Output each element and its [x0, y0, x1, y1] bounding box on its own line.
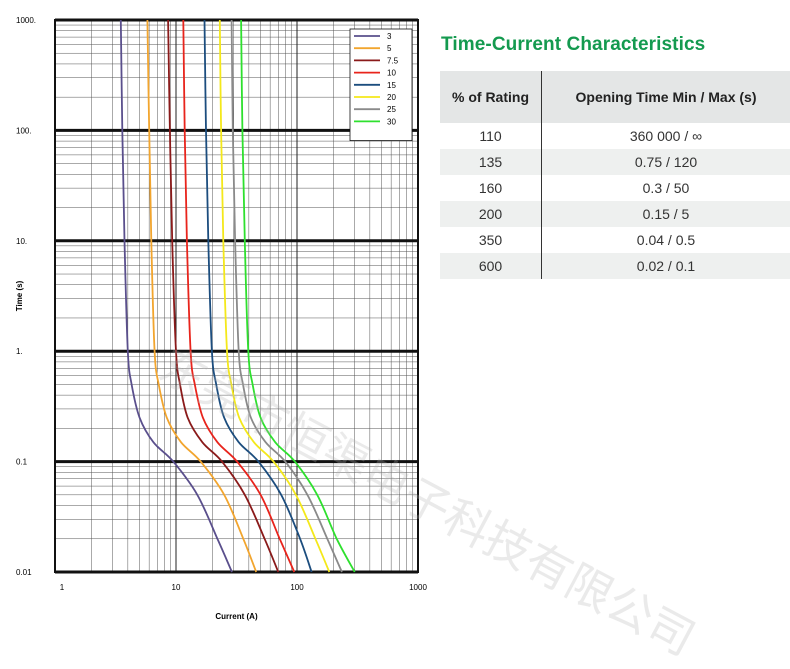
- x-tick-label: 1000: [409, 583, 427, 592]
- rating-cell: 200: [440, 201, 542, 227]
- y-axis-title: Time (s): [15, 280, 24, 311]
- header-rating: % of Rating: [440, 71, 542, 123]
- legend-label-7.5: 7.5: [387, 56, 399, 65]
- y-tick-label: 0.1: [16, 458, 28, 467]
- x-axis-title: Current (A): [215, 612, 258, 621]
- rating-cell: 350: [440, 227, 542, 253]
- opening-time-cell: 0.3 / 50: [542, 175, 790, 201]
- table-row: 160 0.3 / 50: [440, 175, 790, 201]
- table-row: 350 0.04 / 0.5: [440, 227, 790, 253]
- legend-label-30: 30: [387, 117, 396, 126]
- header-opening-time: Opening Time Min / Max (s): [542, 71, 790, 123]
- rating-cell: 160: [440, 175, 542, 201]
- legend-label-20: 20: [387, 93, 396, 102]
- table-row: 135 0.75 / 120: [440, 149, 790, 175]
- legend-label-10: 10: [387, 69, 396, 78]
- y-tick-label: 100.: [16, 126, 32, 135]
- series-line-5: [147, 20, 256, 572]
- time-current-chart: 1000. 100. 10. 1. 0.1 0.01 1 10 100 1000 Current (…: [0, 0, 440, 636]
- legend-label-3: 3: [387, 32, 392, 41]
- characteristics-table: % of Rating Opening Time Min / Max (s) 1…: [440, 71, 790, 279]
- table-header-row: % of Rating Opening Time Min / Max (s): [440, 71, 790, 123]
- legend-label-25: 25: [387, 105, 396, 114]
- x-tick-label: 10: [172, 583, 181, 592]
- table-title: Time-Current Characteristics: [441, 34, 705, 56]
- y-tick-label: 0.01: [16, 568, 32, 577]
- opening-time-cell: 0.02 / 0.1: [542, 253, 790, 279]
- opening-time-cell: 360 000 / ∞: [542, 123, 790, 149]
- x-tick-label: 100: [290, 583, 304, 592]
- series-line-25: [232, 20, 342, 572]
- opening-time-cell: 0.04 / 0.5: [542, 227, 790, 253]
- table-row: 200 0.15 / 5: [440, 201, 790, 227]
- rating-cell: 110: [440, 123, 542, 149]
- opening-time-cell: 0.15 / 5: [542, 201, 790, 227]
- table-row: 110 360 000 / ∞: [440, 123, 790, 149]
- opening-time-cell: 0.75 / 120: [542, 149, 790, 175]
- y-tick-label: 1000.: [16, 16, 36, 25]
- y-tick-label: 10.: [16, 237, 27, 246]
- rating-cell: 600: [440, 253, 542, 279]
- rating-cell: 135: [440, 149, 542, 175]
- y-tick-label: 1.: [16, 347, 23, 356]
- x-tick-label: 1: [60, 583, 65, 592]
- table-row: 600 0.02 / 0.1: [440, 253, 790, 279]
- legend-label-5: 5: [387, 44, 392, 53]
- legend-label-15: 15: [387, 81, 396, 90]
